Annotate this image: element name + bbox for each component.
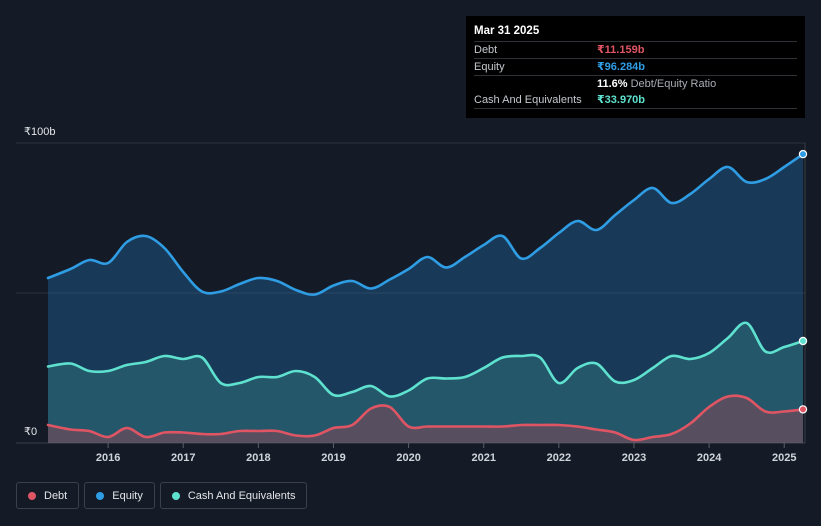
x-tick-label-2021: 2021: [471, 452, 495, 464]
y-tick-label-100: ₹100b: [24, 126, 55, 138]
tooltip-equity-label: Equity: [474, 61, 505, 73]
legend-debt-label: Debt: [44, 489, 68, 502]
tooltip-date: Mar 31 2025: [474, 23, 797, 42]
cash-and-equivalents-line: [46, 321, 805, 398]
tooltip-equity-value: ₹96.284b: [597, 61, 646, 73]
cash-and-equivalents-endpoint: [798, 336, 808, 346]
series-layer: [46, 149, 808, 443]
tooltip-debt-label: Debt: [474, 44, 498, 56]
data-tooltip: Mar 31 2025 Debt ₹11.159b Equity ₹96.284…: [466, 16, 805, 118]
tooltip-row-equity: Equity ₹96.284b: [474, 59, 797, 76]
tooltip-row-ratio: 11.6% Debt/Equity Ratio: [474, 76, 797, 92]
x-tick-label-2016: 2016: [96, 452, 120, 464]
x-tick-label-2018: 2018: [246, 452, 270, 464]
tooltip-ratio-label: [474, 76, 597, 92]
chart-legend: Debt Equity Cash And Equivalents: [16, 482, 308, 509]
equity-area: [48, 154, 803, 443]
y-tick-label-0: ₹0: [24, 426, 37, 438]
cash-and-equivalents-area: [48, 322, 803, 443]
tooltip-row-cash: Cash And Equivalents ₹33.970b: [474, 92, 797, 109]
legend-equity-label: Equity: [112, 489, 143, 502]
x-tick-label-2025: 2025: [772, 452, 796, 464]
tooltip-row-debt: Debt ₹11.159b: [474, 42, 797, 59]
x-tick-label-2019: 2019: [321, 452, 345, 464]
x-tick-label-2023: 2023: [622, 452, 646, 464]
legend-debt-dot-icon: [28, 491, 36, 500]
gridlines: [16, 142, 806, 444]
debt-endpoint: [798, 405, 808, 414]
debt-area: [48, 395, 803, 443]
legend-item-equity[interactable]: Equity: [84, 482, 155, 509]
legend-item-cash[interactable]: Cash And Equivalents: [159, 482, 308, 509]
legend-cash-label: Cash And Equivalents: [187, 489, 296, 502]
x-tick-label-2022: 2022: [547, 452, 571, 464]
legend-equity-dot-icon: [96, 491, 105, 500]
tooltip-ratio-caption: Debt/Equity Ratio: [630, 78, 717, 90]
tooltip-cash-value: ₹33.970b: [597, 94, 646, 106]
equity-endpoint: [798, 149, 808, 159]
x-tick-label-2024: 2024: [697, 452, 722, 464]
equity-line: [46, 152, 805, 296]
tooltip-debt-value: ₹11.159b: [597, 44, 645, 56]
axis-layer: ₹100b ₹0 2016 2017 2018 2019 2020 2021 2022 2023 2…: [24, 126, 796, 464]
x-tick-label-2020: 2020: [396, 452, 420, 464]
debt-line: [46, 394, 805, 442]
legend-item-debt[interactable]: Debt: [16, 482, 80, 509]
legend-cash-dot-icon: [171, 491, 180, 500]
x-tick-label-2017: 2017: [171, 452, 195, 464]
tooltip-ratio-value: 11.6%: [597, 78, 628, 90]
tooltip-cash-label: Cash And Equivalents: [474, 94, 582, 106]
